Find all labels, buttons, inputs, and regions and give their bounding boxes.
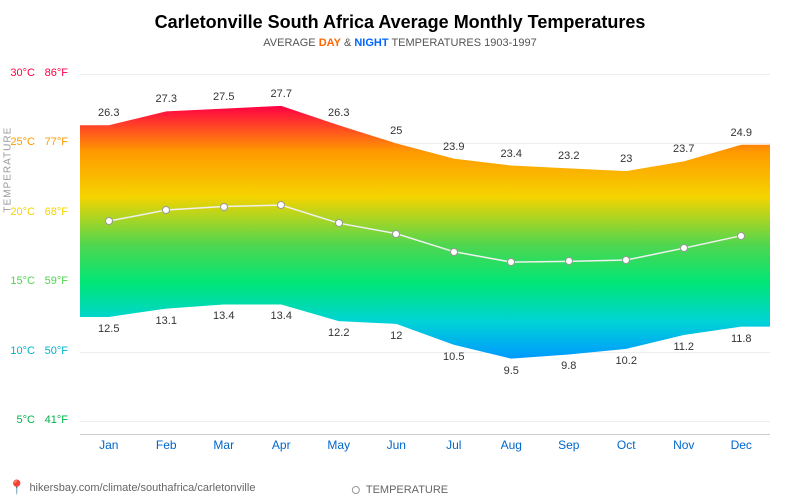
night-temp-label: 11.2 [673, 341, 694, 353]
day-temp-label: 27.5 [213, 91, 234, 103]
avg-temp-marker [392, 230, 400, 238]
night-temp-label: 10.2 [616, 355, 637, 367]
chart-title: Carletonville South Africa Average Month… [0, 0, 800, 33]
ytick-celsius: 30°C [5, 67, 35, 79]
xtick-month: Aug [501, 438, 522, 452]
night-temp-label: 12 [390, 330, 402, 342]
day-temp-label: 25 [390, 125, 402, 137]
footer: 📍 hikersbay.com/climate/southafrica/carl… [8, 479, 255, 496]
night-temp-label: 9.8 [561, 360, 576, 372]
day-temp-label: 23.9 [443, 141, 464, 153]
night-temp-label: 13.4 [213, 310, 234, 322]
avg-temp-marker [565, 257, 573, 265]
day-label: DAY [319, 37, 341, 49]
day-temp-label: 26.3 [328, 107, 349, 119]
night-temp-label: 11.8 [731, 333, 752, 345]
plot-area: 5°C41°F10°C50°F15°C59°F20°C68°F25°C77°F3… [80, 60, 770, 435]
legend-label: TEMPERATURE [366, 484, 448, 496]
avg-temp-marker [335, 219, 343, 227]
legend-marker-icon [352, 486, 360, 494]
xtick-month: Jan [99, 438, 118, 452]
ytick-fahrenheit: 77°F [38, 136, 68, 148]
xtick-month: May [327, 438, 350, 452]
xtick-month: Jun [387, 438, 406, 452]
chart-container: Carletonville South Africa Average Month… [0, 0, 800, 500]
day-temp-label: 23.4 [501, 148, 522, 160]
night-temp-label: 9.5 [504, 365, 519, 377]
ytick-fahrenheit: 59°F [38, 275, 68, 287]
avg-temp-marker [277, 201, 285, 209]
day-temp-label: 27.7 [271, 88, 292, 100]
ytick-celsius: 5°C [5, 414, 35, 426]
xtick-month: Nov [673, 438, 694, 452]
avg-temp-marker [737, 232, 745, 240]
ytick-fahrenheit: 41°F [38, 414, 68, 426]
footer-url: hikersbay.com/climate/southafrica/carlet… [29, 482, 255, 494]
xtick-month: Sep [558, 438, 579, 452]
avg-temp-marker [105, 217, 113, 225]
avg-temp-marker [622, 256, 630, 264]
ytick-fahrenheit: 50°F [38, 345, 68, 357]
legend: TEMPERATURE [352, 484, 448, 496]
day-temp-label: 23.2 [558, 150, 579, 162]
night-temp-label: 12.2 [328, 327, 349, 339]
chart-subtitle: AVERAGE DAY & NIGHT TEMPERATURES 1903-19… [0, 33, 800, 49]
xtick-month: Feb [156, 438, 177, 452]
chart-svg [80, 60, 770, 435]
avg-temp-marker [162, 206, 170, 214]
day-temp-label: 27.3 [156, 93, 177, 105]
ytick-celsius: 20°C [5, 206, 35, 218]
temperature-band [80, 106, 770, 359]
day-temp-label: 23 [620, 153, 632, 165]
ytick-celsius: 15°C [5, 275, 35, 287]
xtick-month: Apr [272, 438, 291, 452]
xtick-month: Oct [617, 438, 636, 452]
xtick-month: Mar [213, 438, 234, 452]
pin-icon: 📍 [8, 479, 25, 496]
ytick-celsius: 25°C [5, 136, 35, 148]
night-label: NIGHT [354, 37, 388, 49]
day-temp-label: 24.9 [731, 127, 752, 139]
day-temp-label: 26.3 [98, 107, 119, 119]
night-temp-label: 13.4 [271, 310, 292, 322]
day-temp-label: 23.7 [673, 143, 694, 155]
xtick-month: Jul [446, 438, 461, 452]
night-temp-label: 10.5 [443, 351, 464, 363]
ytick-celsius: 10°C [5, 345, 35, 357]
night-temp-label: 12.5 [98, 323, 119, 335]
night-temp-label: 13.1 [156, 315, 177, 327]
ytick-fahrenheit: 86°F [38, 67, 68, 79]
ytick-fahrenheit: 68°F [38, 206, 68, 218]
avg-temp-marker [680, 244, 688, 252]
xtick-month: Dec [731, 438, 752, 452]
avg-temp-marker [507, 258, 515, 266]
avg-temp-marker [450, 248, 458, 256]
avg-temp-marker [220, 203, 228, 211]
